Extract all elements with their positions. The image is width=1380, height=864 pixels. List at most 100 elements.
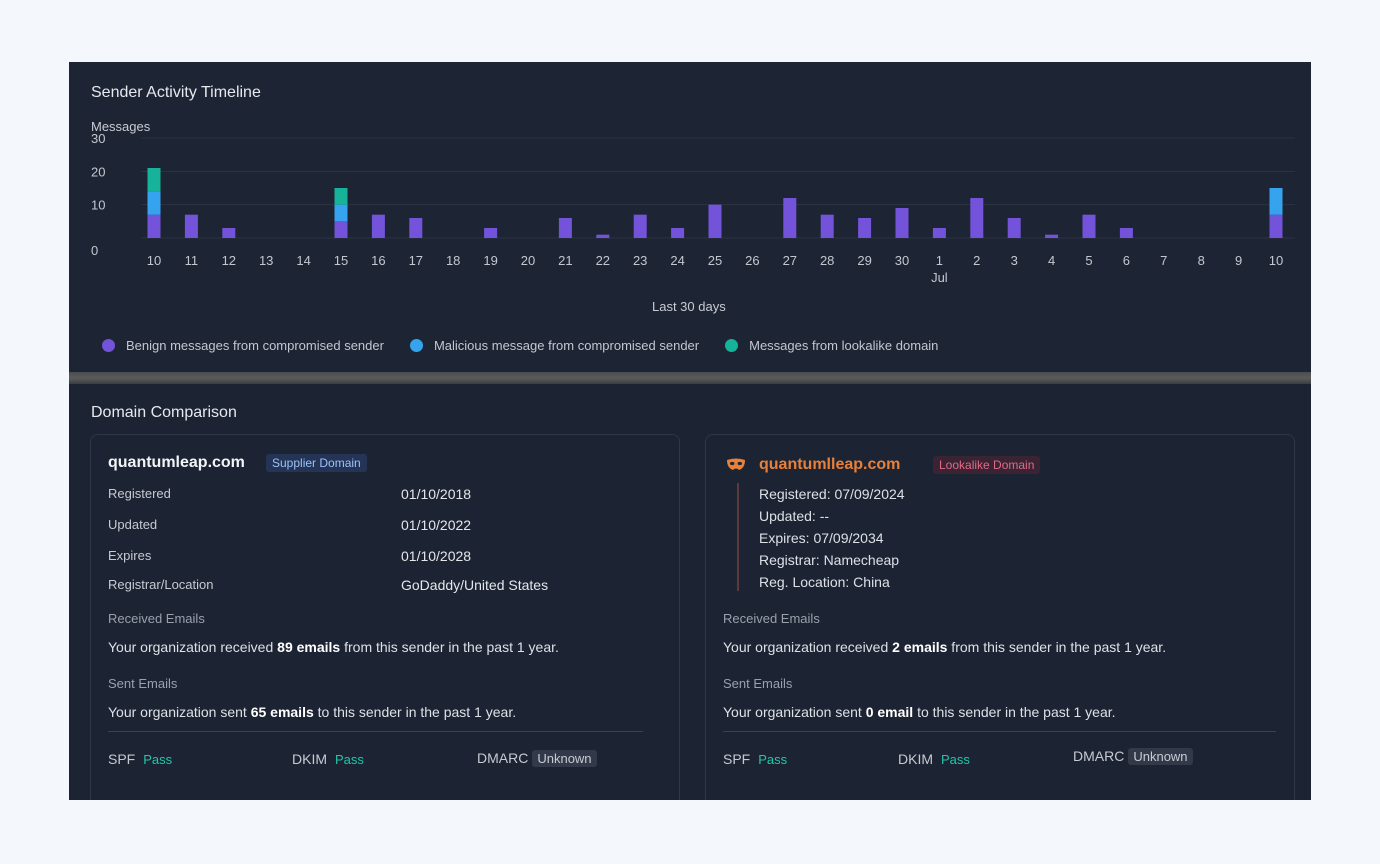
x-tick-label: 13 xyxy=(259,253,273,268)
received-emails-label: Received Emails xyxy=(108,611,205,626)
x-tick-label: 28 xyxy=(820,253,834,268)
spf-value: Pass xyxy=(143,752,173,767)
lookalike-domain-card: quantumlleap.com Lookalike Domain Regist… xyxy=(705,434,1295,800)
spf-label: SPF xyxy=(723,751,751,767)
expires-value: 01/10/2028 xyxy=(401,548,472,564)
legend-item-malicious[interactable]: Malicious message from compromised sende… xyxy=(409,338,700,353)
lookalike-registrar: Registrar: Namecheap xyxy=(759,552,900,568)
bar-segment xyxy=(147,191,161,215)
x-tick-label: 12 xyxy=(222,253,236,268)
received-text-pre: Your organization received xyxy=(108,639,278,655)
received-count: 89 emails xyxy=(277,639,341,655)
lookalike-domain-name[interactable]: quantumlleap.com xyxy=(759,456,901,473)
comparison-title: Domain Comparison xyxy=(91,404,237,421)
x-tick-label: 18 xyxy=(446,253,460,268)
x-tick-label: 15 xyxy=(334,253,348,268)
bar-segment xyxy=(932,228,946,238)
bar-segment xyxy=(1007,218,1021,238)
updated-label: Updated xyxy=(108,517,158,532)
dmarc-label: DMARC xyxy=(477,750,529,766)
registered-value: 01/10/2018 xyxy=(401,486,472,502)
received-text-pre: Your organization received xyxy=(723,639,893,655)
lookalike-domain-badge: Lookalike Domain xyxy=(933,456,1041,474)
sent-text-pre: Your organization sent xyxy=(108,704,251,720)
x-tick-label: 29 xyxy=(857,253,871,268)
legend-label: Benign messages from compromised sender xyxy=(126,338,384,353)
x-tick-label: 9 xyxy=(1235,253,1242,268)
legend-label: Malicious message from compromised sende… xyxy=(433,338,700,353)
y-tick-label: 10 xyxy=(91,198,105,213)
bar-segment xyxy=(1082,214,1096,238)
panel-divider xyxy=(69,372,1311,384)
legend-item-benign[interactable]: Benign messages from compromised sender xyxy=(102,338,384,353)
chart-legend: Benign messages from compromised sender … xyxy=(102,338,964,353)
received-text-post: from this sender in the past 1 year. xyxy=(947,639,1167,655)
spf-status: SPF Pass xyxy=(108,751,172,769)
card-divider xyxy=(723,731,1276,732)
bar-segment xyxy=(783,198,797,238)
lookalike-registered: Registered: 07/09/2024 xyxy=(759,486,905,502)
x-axis-label: Last 30 days xyxy=(652,299,726,314)
x-tick-label: 22 xyxy=(596,253,610,268)
dkim-status: DKIM Pass xyxy=(898,751,970,769)
y-axis-label: Messages xyxy=(91,119,151,134)
sent-text-pre: Your organization sent xyxy=(723,704,866,720)
received-count: 2 emails xyxy=(892,639,948,655)
supplier-domain-card: quantumleap.com Supplier Domain Register… xyxy=(90,434,680,800)
dkim-value: Pass xyxy=(941,752,970,767)
bar-segment xyxy=(633,214,647,238)
supplier-domain-name[interactable]: quantumleap.com xyxy=(108,454,245,471)
detail-rule xyxy=(737,483,739,591)
legend-label: Messages from lookalike domain xyxy=(749,338,939,353)
bar-segment xyxy=(222,228,236,238)
expires-label: Expires xyxy=(108,548,152,563)
registrar-label: Registrar/Location xyxy=(108,577,214,592)
lookalike-expires: Expires: 07/09/2034 xyxy=(759,530,884,546)
bar-segment xyxy=(334,188,348,205)
bar-segment xyxy=(1119,228,1133,238)
sender-activity-panel: Sender Activity Timeline Messages 30 20 10… xyxy=(69,62,1311,372)
x-tick-label: 19 xyxy=(483,253,497,268)
x-tick-label: 2 xyxy=(973,253,980,268)
bar-segment xyxy=(484,228,498,238)
x-tick-label: 16 xyxy=(371,253,385,268)
x-tick-label: 10 xyxy=(147,253,161,268)
updated-value: 01/10/2022 xyxy=(401,517,472,533)
legend-swatch xyxy=(102,339,115,352)
bar-segment xyxy=(1045,234,1059,238)
x-tick-label: 24 xyxy=(670,253,684,268)
y-tick-label: 30 xyxy=(91,132,105,146)
x-tick-label: 3 xyxy=(1011,253,1018,268)
dmarc-label: DMARC xyxy=(1073,748,1125,764)
bar-segment xyxy=(334,204,348,222)
sent-count: 0 email xyxy=(865,704,914,720)
dkim-status: DKIM Pass xyxy=(292,751,364,769)
x-tick-label: 25 xyxy=(708,253,722,268)
bar-segment xyxy=(409,218,423,238)
bar-segment xyxy=(184,214,198,238)
bar-segment xyxy=(895,208,909,238)
spf-label: SPF xyxy=(108,751,136,767)
mask-icon xyxy=(726,458,746,477)
sent-text-post: to this sender in the past 1 year. xyxy=(913,704,1116,720)
x-tick-label: 1 xyxy=(936,253,943,268)
dmarc-value: Unknown xyxy=(532,750,597,767)
x-tick-label: 30 xyxy=(895,253,909,268)
dkim-label: DKIM xyxy=(292,751,327,767)
app-frame: Sender Activity Timeline Messages 30 20 10… xyxy=(69,62,1311,800)
lookalike-updated: Updated: -- xyxy=(759,508,830,524)
x-tick-label: 8 xyxy=(1198,253,1205,268)
dmarc-status: DMARC Unknown xyxy=(1073,748,1193,766)
bar-segment xyxy=(334,221,348,238)
bar-segment xyxy=(558,218,572,238)
bar-segment xyxy=(1269,188,1283,215)
dmarc-status: DMARC Unknown xyxy=(477,750,597,768)
legend-item-lookalike[interactable]: Messages from lookalike domain xyxy=(725,338,938,353)
x-tick-label: 27 xyxy=(783,253,797,268)
received-emails-text: Your organization received 2 emails from… xyxy=(723,639,1166,655)
supplier-domain-badge: Supplier Domain xyxy=(266,454,367,472)
legend-swatch xyxy=(409,339,423,352)
registrar-value: GoDaddy/United States xyxy=(401,577,549,593)
spf-status: SPF Pass xyxy=(723,751,787,769)
bar-segment xyxy=(371,214,385,238)
